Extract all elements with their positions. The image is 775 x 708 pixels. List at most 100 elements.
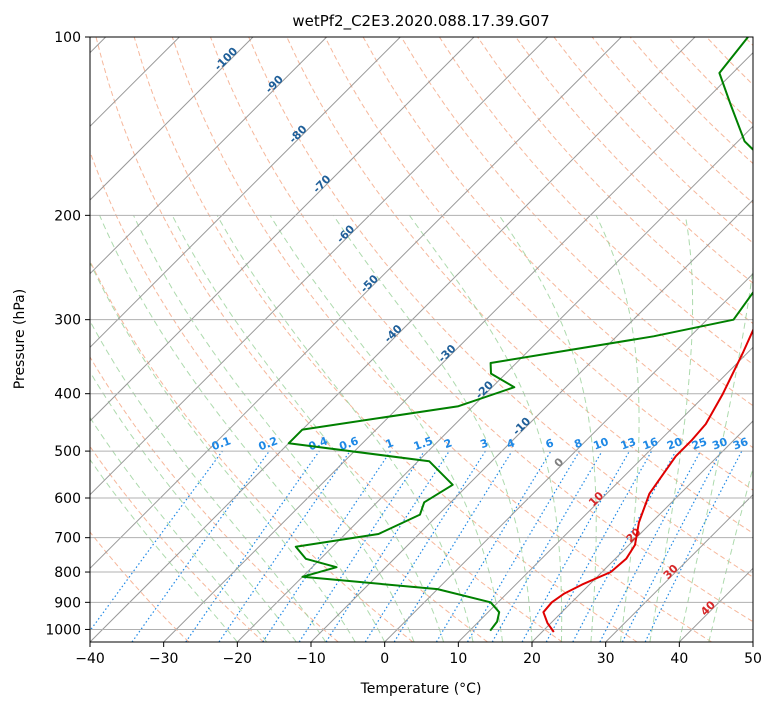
isotherm-line — [90, 37, 696, 642]
isotherm-line — [90, 37, 254, 201]
mixing-ratio-label: 0.2 — [257, 434, 280, 453]
mixing-ratio-label: 20 — [665, 435, 684, 453]
chart-title: wetPf2_C2E3.2020.088.17.39.G07 — [292, 12, 549, 31]
mixing-ratio-line — [644, 450, 743, 642]
mixing-ratio-label: 36 — [731, 435, 750, 453]
x-tick-label: −20 — [223, 651, 253, 667]
moist-adiabat-line — [708, 465, 753, 642]
mixing-ratio-line — [262, 450, 392, 642]
moist-adiabat-line — [90, 261, 356, 642]
moist-adiabat-line — [133, 215, 415, 642]
moist-adiabat-line — [595, 215, 640, 642]
mixing-ratio-label: 0.6 — [338, 434, 361, 453]
mixing-ratio-line — [298, 450, 425, 642]
isotherm-line — [310, 199, 753, 642]
dewpoint-line — [287, 37, 753, 632]
isotherm-line — [90, 37, 622, 570]
isotherm-line — [90, 37, 401, 349]
mixing-ratio-label: 30 — [710, 435, 729, 453]
x-tick-label: 0 — [380, 651, 389, 667]
y-axis: 100 200 300 400 500 600 700 800 900 1000 — [45, 30, 90, 638]
dry-adiabat-line — [324, 37, 753, 491]
y-tick-label: 200 — [54, 208, 81, 224]
moist-adiabat-line — [171, 215, 445, 642]
mixing-ratio-label: 13 — [619, 435, 638, 452]
moist-adiabat-line — [269, 215, 503, 642]
moist-adiabat-line — [678, 264, 753, 642]
isotherm-line — [90, 37, 549, 496]
temperature-line — [542, 327, 753, 633]
dry-adiabat-line — [553, 37, 753, 244]
dry-adiabat-line — [90, 150, 488, 642]
moist-adiabat-line — [90, 370, 297, 642]
moist-adiabat-line — [90, 458, 238, 642]
isotherm-line — [752, 641, 753, 642]
moist-adiabat-line — [99, 215, 386, 642]
moist-adiabat-line — [408, 215, 563, 642]
isotherm-label: -50 — [358, 272, 381, 295]
dry-adiabat-line — [706, 37, 753, 86]
x-axis-label: Temperature (°C) — [360, 681, 482, 697]
mixing-ratio-label: 16 — [641, 435, 660, 453]
mixing-ratio-line — [325, 450, 450, 642]
isotherm-label: 10 — [586, 489, 606, 509]
y-tick-label: 400 — [54, 387, 81, 403]
dry-adiabat-line — [95, 37, 563, 642]
isotherm-line — [236, 125, 753, 642]
dry-adiabat-line — [515, 37, 753, 284]
isotherm-line — [457, 346, 753, 642]
background-lines — [90, 37, 753, 642]
dry-adiabat-line — [133, 37, 638, 642]
mixing-ratio-line — [185, 450, 320, 642]
isotherm-label: -80 — [286, 122, 309, 145]
dry-adiabat-line — [90, 445, 264, 642]
moist-adiabat-line — [649, 215, 694, 642]
isotherm-label: -60 — [334, 222, 357, 245]
moist-adiabat-line — [90, 416, 268, 642]
mixing-ratio-label: 0.1 — [210, 434, 233, 453]
x-tick-label: −30 — [149, 651, 179, 667]
mixing-ratio-line — [599, 450, 702, 642]
x-tick-label: 40 — [670, 651, 688, 667]
mixing-ratio-label: 6 — [544, 436, 556, 451]
dry-adiabat-line — [591, 37, 753, 204]
y-axis-label: Pressure (hPa) — [12, 289, 28, 389]
mixing-ratio-label: 3 — [478, 436, 490, 451]
x-axis: −40 −30 −20 −10 0 10 20 30 40 50 — [75, 642, 762, 667]
isotherm-label: -40 — [382, 322, 405, 345]
dry-adiabat-line — [438, 37, 753, 366]
isotherm-label: -10 — [510, 415, 533, 438]
isotherm-label: -70 — [310, 172, 333, 195]
x-tick-label: 30 — [597, 651, 615, 667]
dry-adiabat-line — [362, 37, 753, 449]
x-tick-label: 10 — [449, 651, 467, 667]
moist-adiabat-line — [90, 320, 327, 642]
plot-frame — [89, 36, 754, 643]
isotherm-label: 40 — [698, 598, 718, 618]
mixing-ratio-label: 1 — [384, 436, 396, 451]
isotherm-label: -30 — [435, 342, 458, 365]
isotherm-line — [678, 567, 753, 642]
y-tick-label: 500 — [54, 444, 81, 460]
dry-adiabat-line — [248, 37, 753, 578]
mixing-ratio-label: 0.4 — [307, 434, 330, 453]
mixing-ratio-label: 25 — [690, 435, 709, 452]
isotherm-line — [531, 420, 753, 642]
isotherm-label: -100 — [212, 44, 241, 73]
mixing-ratio-line — [521, 450, 631, 642]
isotherm-line — [163, 51, 753, 642]
grid-lines — [90, 37, 753, 642]
sounding-series — [287, 37, 753, 633]
x-tick-label: −10 — [296, 651, 326, 667]
dry-adiabat-line — [171, 37, 712, 642]
x-tick-label: 20 — [523, 651, 541, 667]
dry-adiabat-line — [90, 259, 414, 642]
isotherm-line — [90, 37, 328, 275]
y-tick-label: 800 — [54, 565, 81, 581]
mixing-ratio-label: 1.5 — [412, 434, 435, 453]
x-tick-label: −40 — [75, 651, 105, 667]
mixing-ratio-line — [218, 450, 351, 642]
mixing-ratio-label: 10 — [592, 435, 611, 453]
dry-adiabat-line — [90, 356, 339, 642]
